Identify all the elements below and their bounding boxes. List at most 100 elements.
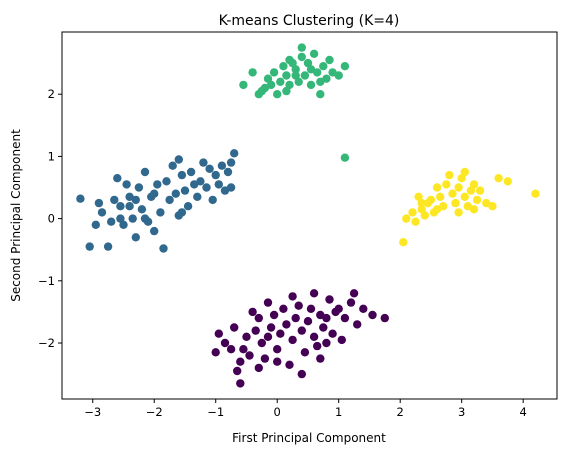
data-point	[165, 195, 174, 205]
data-point	[276, 77, 285, 87]
data-point	[153, 180, 162, 189]
data-point	[460, 192, 469, 201]
data-point	[116, 202, 125, 211]
data-point	[248, 307, 257, 317]
data-point	[140, 167, 150, 177]
data-point	[122, 180, 131, 189]
data-point	[531, 189, 540, 198]
data-point	[266, 80, 276, 90]
data-point	[97, 208, 107, 217]
data-point	[134, 183, 144, 192]
data-point	[180, 186, 190, 195]
data-point	[309, 289, 319, 298]
data-point	[242, 332, 251, 341]
data-point	[168, 161, 177, 170]
data-point	[177, 208, 187, 217]
data-point	[110, 195, 119, 205]
data-point	[103, 242, 113, 251]
plot-frame	[61, 31, 558, 400]
data-point	[448, 189, 457, 198]
data-point	[260, 354, 270, 363]
data-point	[297, 369, 306, 379]
data-point	[214, 329, 223, 338]
data-point	[417, 198, 426, 208]
data-point	[334, 304, 343, 313]
y-tick-label: 2	[48, 87, 55, 101]
data-point	[273, 357, 282, 366]
data-point	[245, 351, 254, 360]
data-point	[472, 195, 482, 205]
y-axis-label: Second Principal Component	[9, 129, 23, 302]
x-tick-label: −1	[207, 405, 224, 419]
data-point	[316, 90, 325, 99]
data-point	[239, 80, 248, 90]
data-point	[420, 211, 429, 220]
data-point	[328, 329, 337, 338]
data-point	[279, 304, 288, 313]
data-point	[282, 71, 291, 80]
data-point	[368, 310, 377, 320]
data-point	[457, 174, 466, 183]
data-point	[426, 195, 436, 205]
x-tick-label: 4	[520, 405, 527, 419]
data-point	[223, 167, 233, 177]
data-point	[300, 348, 310, 357]
data-point	[334, 71, 343, 80]
data-point	[226, 158, 236, 167]
data-point	[297, 43, 306, 52]
data-point	[196, 177, 205, 186]
points-layer	[76, 43, 540, 388]
data-point	[269, 68, 279, 77]
data-point	[454, 208, 463, 217]
data-point	[193, 192, 202, 201]
data-point	[346, 298, 356, 307]
data-point	[254, 313, 263, 323]
data-point	[159, 244, 168, 253]
data-point	[340, 61, 350, 71]
y-tick-label: −1	[38, 274, 55, 288]
data-point	[208, 195, 217, 205]
data-point	[322, 338, 331, 348]
x-tick-label: 2	[397, 405, 404, 419]
data-point	[190, 180, 199, 189]
data-point	[230, 149, 239, 158]
data-point	[186, 167, 196, 177]
data-point	[414, 192, 423, 201]
data-point	[309, 332, 319, 341]
data-point	[214, 180, 223, 189]
data-point	[432, 183, 442, 192]
data-point	[297, 52, 306, 62]
x-tick-label: 0	[274, 405, 281, 419]
data-point	[399, 238, 408, 247]
data-point	[322, 313, 331, 323]
data-point	[91, 220, 101, 229]
data-point	[276, 329, 285, 338]
data-point	[454, 183, 463, 192]
data-point	[263, 298, 273, 307]
data-point	[257, 86, 266, 96]
data-point	[285, 80, 294, 90]
data-point	[76, 194, 85, 203]
data-point	[294, 301, 303, 310]
data-point	[417, 205, 426, 214]
data-point	[279, 61, 288, 71]
data-point	[230, 323, 239, 332]
data-point	[353, 320, 362, 329]
data-point	[269, 310, 279, 320]
data-point	[282, 320, 291, 329]
y-axis: −2 −1 0 1 2	[38, 87, 62, 350]
data-point	[411, 217, 420, 226]
data-point	[316, 354, 325, 363]
data-point	[306, 65, 316, 74]
data-point	[313, 68, 322, 77]
data-point	[451, 198, 460, 208]
y-tick-label: −2	[38, 336, 55, 350]
data-point	[494, 174, 503, 183]
data-point	[183, 202, 193, 211]
data-point	[475, 186, 485, 195]
data-point	[291, 65, 300, 74]
data-point	[116, 214, 125, 223]
data-point	[113, 174, 122, 183]
y-tick-label: 1	[48, 149, 55, 163]
